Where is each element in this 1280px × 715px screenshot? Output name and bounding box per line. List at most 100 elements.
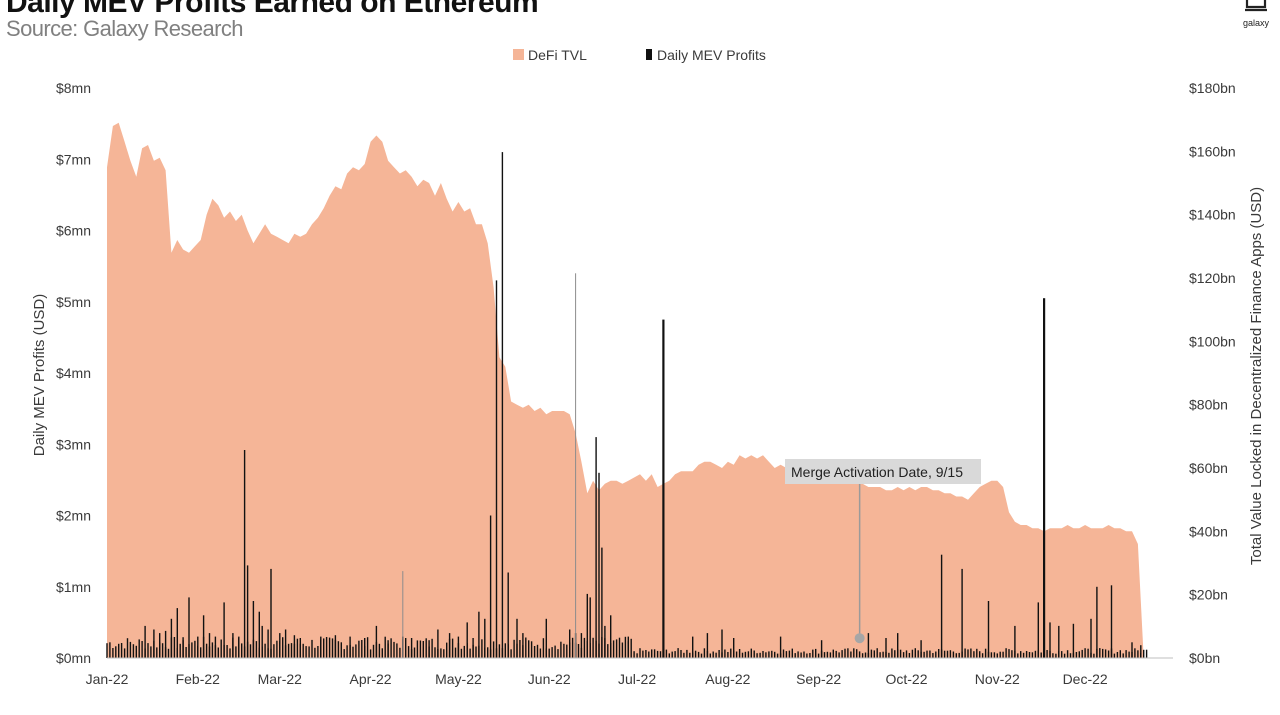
mev-spike-bar	[437, 629, 439, 658]
legend-label-mev: Daily MEV Profits	[657, 47, 766, 63]
mev-bar	[302, 643, 304, 658]
mev-bar	[118, 643, 120, 658]
mev-bar	[876, 648, 878, 658]
mev-bar	[797, 651, 799, 658]
mev-bar	[255, 641, 258, 658]
galaxy-logo-text: galaxy	[1242, 18, 1269, 28]
mev-spike-bar	[243, 450, 246, 658]
mev-bar	[1011, 650, 1013, 658]
mev-bar	[317, 646, 319, 658]
mev-spike-bar	[214, 636, 217, 658]
mev-spike-bar	[258, 611, 260, 658]
mev-spike-bar	[1110, 585, 1113, 658]
mev-spike-bar	[507, 572, 509, 658]
mev-bar	[946, 650, 949, 658]
mev-bar	[498, 644, 501, 658]
mev-bar	[888, 652, 890, 658]
mev-spike-bar	[1043, 298, 1046, 658]
mev-bar	[747, 651, 750, 658]
mev-bar	[759, 652, 761, 658]
mev-bar	[179, 643, 181, 658]
mev-spike-bar	[489, 515, 492, 658]
mev-bar	[381, 648, 383, 658]
mev-spike-bar	[466, 622, 468, 658]
mev-bar	[525, 637, 527, 658]
mev-bar	[1134, 648, 1136, 658]
mev-bar	[528, 640, 530, 658]
mev-bar	[794, 653, 796, 658]
axis-layer: $0mn $1mn $2mn $3mn $4mn $5mn $6mn $7mn $8mn $0bn…	[31, 80, 1265, 687]
mev-bar	[305, 646, 307, 658]
mev-bar	[853, 648, 855, 658]
mev-spike-bar	[246, 565, 249, 658]
mev-bar	[873, 650, 875, 658]
mev-bar	[621, 642, 624, 658]
mev-spike-bar	[1131, 642, 1133, 658]
legend-swatch-tvl	[513, 49, 524, 60]
mev-bar	[1028, 652, 1031, 658]
mev-bar	[282, 637, 284, 658]
mev-bar	[967, 649, 969, 658]
mev-bar	[343, 649, 345, 658]
annotation-layer: Merge Activation Date, 9/15	[785, 459, 981, 644]
mev-bar	[191, 642, 193, 658]
mev-bar	[1008, 649, 1010, 658]
mev-bar	[774, 651, 776, 658]
mev-bar	[949, 650, 952, 658]
mev-bar	[331, 638, 334, 658]
mev-bar	[536, 644, 539, 658]
mev-bar	[671, 651, 673, 658]
mev-bar	[861, 653, 864, 658]
mev-bar	[882, 651, 884, 658]
mev-bar	[823, 652, 826, 658]
y-right-tick-label: $40bn	[1189, 523, 1228, 539]
mev-bar	[273, 644, 275, 658]
mev-bar	[905, 650, 908, 658]
mev-bar	[703, 648, 706, 658]
mev-bar	[123, 648, 126, 658]
mev-spike-bar	[197, 636, 199, 658]
mev-bar	[1107, 650, 1110, 658]
mev-bar	[618, 637, 621, 658]
mev-bar	[185, 647, 187, 658]
mev-bar	[378, 643, 381, 658]
mev-bar	[665, 649, 668, 658]
x-tick-label: Jan-22	[86, 671, 129, 687]
mev-bar	[724, 649, 726, 658]
mev-bar	[577, 644, 580, 658]
mev-bar	[668, 653, 670, 658]
mev-bar	[481, 639, 483, 658]
mev-bar	[835, 650, 837, 658]
mev-spike-bar	[522, 633, 524, 658]
y-right-tick-label: $120bn	[1189, 270, 1236, 286]
mev-bar	[276, 640, 278, 658]
mev-bar	[1125, 650, 1127, 658]
mev-spike-bar	[545, 618, 547, 658]
mev-spike-bar	[580, 633, 583, 658]
mev-spike-bar	[402, 571, 404, 658]
mev-bar	[694, 650, 697, 658]
mev-bar	[832, 649, 834, 658]
mev-bar	[1093, 653, 1095, 658]
mev-bar	[911, 649, 914, 658]
mev-spike-bar	[495, 280, 498, 658]
mev-bar	[715, 652, 717, 658]
mev-bar	[894, 650, 896, 658]
mev-bar	[1113, 653, 1116, 658]
mev-bar	[800, 652, 802, 658]
mev-bar	[566, 644, 568, 658]
mev-bar	[809, 653, 811, 658]
mev-bar	[1116, 652, 1119, 658]
mev-bar	[173, 637, 176, 658]
mev-bar	[135, 645, 137, 658]
mev-bar	[469, 648, 471, 658]
mev-bar	[399, 647, 401, 658]
mev-spike-bar	[232, 633, 234, 658]
mev-bar	[340, 642, 342, 658]
mev-bar	[844, 648, 846, 658]
mev-spike-bar	[188, 597, 190, 658]
mev-bar	[346, 645, 348, 658]
mev-bar	[926, 650, 928, 658]
mev-bar	[132, 644, 135, 658]
